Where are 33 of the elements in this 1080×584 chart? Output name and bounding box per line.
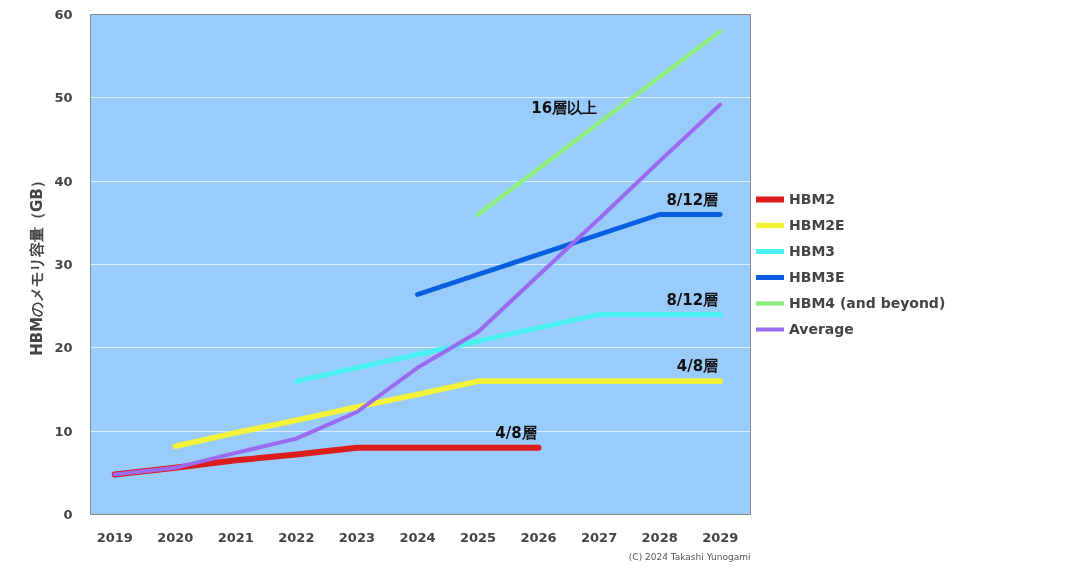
y-tick-label: 60 (54, 7, 73, 22)
x-tick-label: 2022 (278, 529, 315, 545)
x-tick-label: 2023 (338, 529, 376, 545)
x-tick-label: 2019 (96, 529, 133, 545)
annotation: 16層以上 (531, 98, 598, 117)
legend-label: HBM2 (789, 191, 836, 207)
annotation: 4/8層 (495, 423, 537, 442)
x-tick-label: 2026 (520, 529, 557, 545)
y-tick-label: 20 (54, 340, 73, 356)
y-tick-label: 0 (63, 507, 73, 522)
x-tick-label: 2025 (459, 529, 497, 545)
y-tick-label: 50 (54, 90, 73, 106)
x-tick-label: 2020 (157, 529, 194, 545)
annotation: 8/12層 (666, 190, 719, 209)
x-tick-label: 2021 (217, 529, 254, 545)
line-series (475, 28, 723, 217)
y-tick-label: 10 (54, 423, 73, 439)
line-series (112, 102, 723, 477)
legend-label: HBM3E (789, 269, 845, 285)
x-tick-label: 2027 (581, 529, 618, 545)
x-tick-label: 2029 (702, 529, 739, 545)
y-tick-label: 30 (54, 257, 73, 272)
y-axis-title: HBMのメモリ容量（GB） (28, 173, 47, 356)
text: (C) 2024 Takashi Yunogami (628, 551, 751, 562)
legend-label: Average (789, 321, 854, 337)
annotation: 8/12層 (666, 290, 719, 309)
y-tick-label: 40 (54, 173, 73, 189)
x-tick-label: 2024 (399, 529, 436, 545)
legend-label: HBM3 (789, 243, 836, 259)
legend-label: HBM4 (and beyond) (789, 295, 946, 311)
x-tick-label: 2028 (641, 529, 678, 545)
annotation: 4/8層 (676, 357, 719, 376)
legend-label: HBM2E (789, 217, 845, 233)
